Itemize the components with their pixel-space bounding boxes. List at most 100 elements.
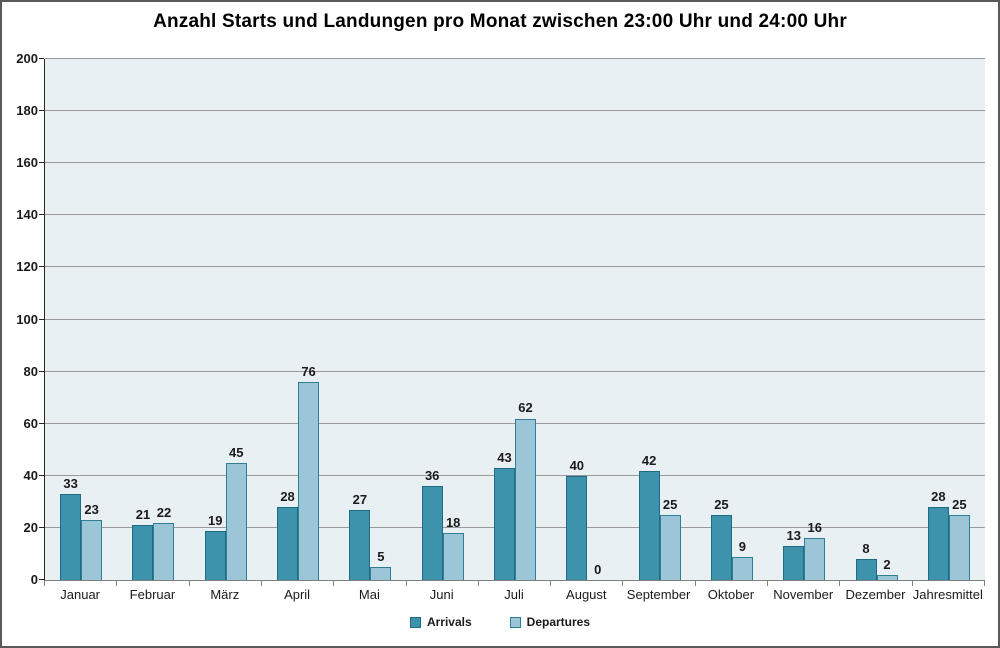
- x-axis-category-label: November: [773, 587, 834, 602]
- bar-value-label: 16: [807, 520, 822, 536]
- bar-value-label: 19: [208, 512, 223, 528]
- arrivals-bar: [421, 486, 443, 580]
- x-axis-category-label: Dezember: [845, 587, 906, 602]
- bar-value-label: 8: [862, 541, 870, 557]
- y-axis-tick-label: 20: [23, 519, 38, 535]
- departures-legend-label: Departures: [526, 615, 591, 629]
- x-axis-category-label: September: [626, 587, 691, 602]
- bar-value-label: 22: [156, 504, 172, 520]
- x-axis-category-label: Oktober: [707, 587, 755, 602]
- arrivals-legend-swatch: [409, 616, 421, 628]
- x-axis-tick: [911, 581, 913, 586]
- departures-bar: [225, 462, 247, 580]
- bar-value-label: 5: [377, 548, 385, 564]
- x-axis-category-label: Februar: [129, 587, 176, 602]
- x-axis-tick: [44, 581, 45, 586]
- departures-bar: [81, 520, 103, 580]
- legend-item-arrivals: Arrivals: [409, 615, 472, 629]
- departures-bar: [153, 522, 175, 580]
- x-axis-category-label: Januar: [60, 587, 101, 602]
- gridline: [45, 318, 985, 320]
- y-axis-tick-label: 40: [23, 467, 38, 483]
- bar-value-label: 25: [952, 496, 967, 512]
- y-axis-tick: [39, 422, 44, 424]
- departures-legend-swatch: [509, 616, 521, 628]
- plot-area: 33 23 21 22 19 45 28 76 27 5 36 18 43 62 40 0 42 25 25 9 13 1…: [44, 58, 985, 581]
- arrivals-bar: [277, 507, 299, 580]
- x-axis-tick: [188, 581, 190, 586]
- gridline: [45, 162, 985, 164]
- bar-value-label: 13: [786, 528, 801, 544]
- x-axis-category-label: März: [210, 587, 240, 602]
- x-axis-tick: [333, 581, 335, 586]
- y-axis-tick-label: 0: [30, 572, 38, 587]
- bar-value-label: 18: [445, 515, 461, 531]
- x-axis-tick: [694, 581, 696, 586]
- x-axis-tick: [984, 581, 985, 586]
- departures-bar: [370, 566, 392, 580]
- bar-value-label: 25: [714, 496, 729, 512]
- x-axis-tick: [767, 581, 769, 586]
- gridline: [45, 214, 985, 216]
- x-axis-category-label: Juni: [429, 587, 454, 602]
- x-axis-category-label: April: [284, 587, 311, 602]
- departures-bar: [948, 514, 970, 580]
- x-axis-tick: [116, 581, 118, 586]
- y-axis-tick-label: 200: [16, 51, 38, 66]
- departures-bar: [442, 533, 464, 580]
- y-axis-tick: [39, 110, 44, 112]
- bar-value-label: 40: [569, 457, 585, 473]
- legend: Arrivals Departures: [2, 615, 998, 629]
- y-axis-tick-label: 140: [16, 207, 38, 223]
- departures-bar: [659, 514, 681, 580]
- bar-value-label: 23: [84, 502, 99, 518]
- arrivals-bar: [566, 475, 588, 580]
- departures-bar: [876, 574, 898, 580]
- arrivals-bar: [927, 507, 949, 580]
- arrivals-bar: [783, 546, 805, 580]
- y-axis-tick: [39, 214, 44, 216]
- departures-bar: [804, 538, 826, 580]
- bar-value-label: 36: [424, 468, 440, 484]
- bar-value-label: 43: [497, 449, 512, 465]
- departures-bar: [298, 382, 320, 580]
- bar-value-label: 76: [301, 364, 316, 380]
- y-axis-tick-label: 100: [16, 311, 38, 327]
- bar-value-label: 62: [518, 400, 533, 416]
- bar-value-label: 25: [662, 496, 678, 512]
- gridline: [45, 110, 985, 112]
- arrivals-bar: [855, 559, 877, 580]
- x-axis-category-label: Jahresmittel: [912, 587, 983, 602]
- bar-value-label: 33: [63, 476, 78, 492]
- y-axis-tick: [39, 526, 44, 528]
- arrivals-bar: [60, 494, 82, 580]
- legend-item-departures: Departures: [509, 615, 591, 629]
- x-axis-tick: [622, 581, 624, 586]
- x-axis-tick: [839, 581, 841, 586]
- y-axis-tick: [39, 58, 44, 59]
- y-axis-tick-label: 60: [23, 415, 38, 431]
- gridline: [45, 58, 985, 59]
- y-axis-tick-label: 80: [23, 363, 38, 379]
- x-axis-tick: [550, 581, 552, 586]
- departures-bar: [515, 418, 536, 580]
- y-axis-tick: [39, 370, 44, 372]
- arrivals-bar: [132, 525, 154, 580]
- gridline: [45, 370, 985, 372]
- bar-value-label: 9: [738, 538, 747, 554]
- arrivals-bar: [638, 470, 660, 580]
- arrivals-bar: [349, 509, 371, 580]
- bar-value-label: 0: [594, 562, 602, 577]
- y-axis-tick: [39, 266, 44, 268]
- x-axis-category-label: Juli: [504, 587, 524, 602]
- y-axis-tick-label: 120: [16, 259, 38, 275]
- arrivals-legend-label: Arrivals: [426, 615, 472, 629]
- bar-value-label: 21: [135, 507, 151, 523]
- y-axis-tick: [39, 474, 44, 476]
- bar-value-label: 28: [931, 489, 946, 505]
- x-axis-category-label: August: [566, 587, 607, 602]
- x-axis-category-label: Mai: [358, 587, 380, 602]
- gridline: [45, 266, 985, 268]
- y-axis-tick: [39, 162, 44, 164]
